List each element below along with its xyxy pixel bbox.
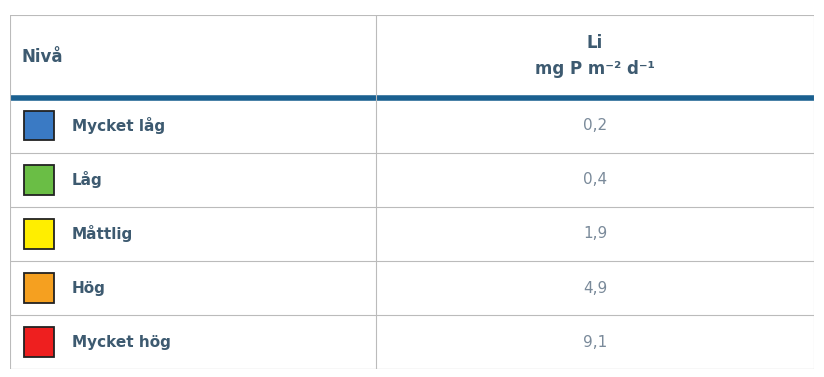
Bar: [25, 328, 54, 357]
Text: 0,4: 0,4: [583, 172, 607, 187]
Bar: [25, 165, 54, 195]
Text: Mycket hög: Mycket hög: [72, 335, 171, 350]
Bar: [25, 273, 54, 303]
Text: Nivå: Nivå: [22, 48, 63, 66]
Text: 4,9: 4,9: [583, 280, 607, 296]
Text: Hög: Hög: [72, 280, 105, 296]
Text: Mycket låg: Mycket låg: [72, 117, 165, 134]
Bar: [25, 219, 54, 249]
Text: 0,2: 0,2: [583, 118, 607, 133]
Text: Li: Li: [587, 34, 603, 52]
Bar: [25, 110, 54, 140]
Text: mg P m⁻² d⁻¹: mg P m⁻² d⁻¹: [535, 60, 655, 78]
Text: 9,1: 9,1: [583, 335, 607, 350]
Text: 1,9: 1,9: [583, 227, 607, 241]
Text: Måttlig: Måttlig: [72, 225, 133, 242]
Text: Låg: Låg: [72, 171, 103, 188]
